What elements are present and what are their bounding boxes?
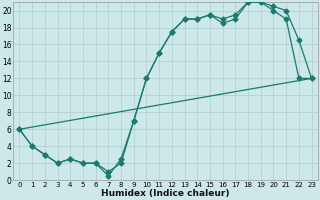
X-axis label: Humidex (Indice chaleur): Humidex (Indice chaleur) [101, 189, 230, 198]
